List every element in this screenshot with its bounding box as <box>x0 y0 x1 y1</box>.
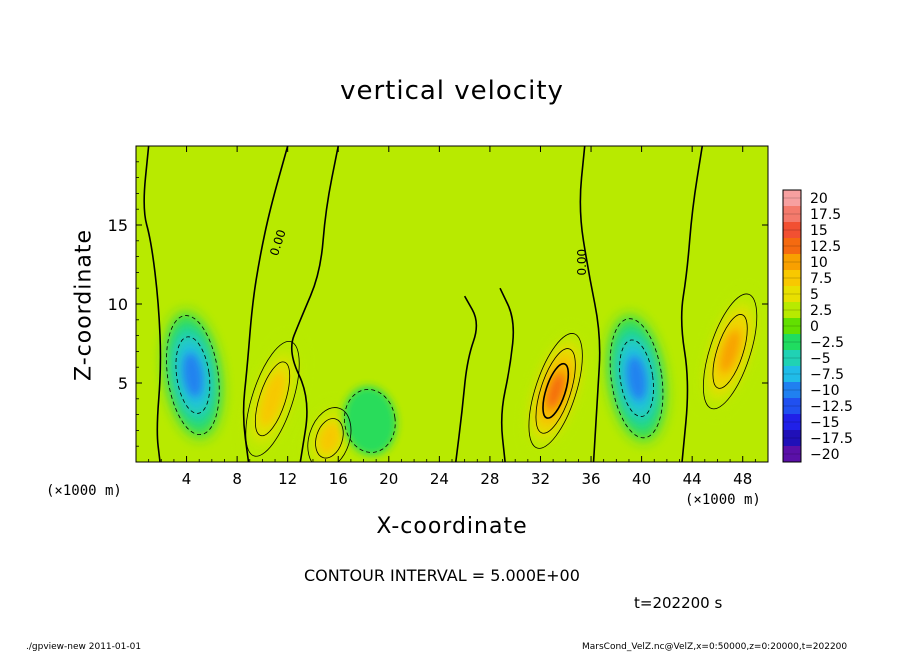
y-tick-label: 10 <box>108 295 128 314</box>
x-tick-label: 24 <box>430 470 449 488</box>
colorbar-label: −7.5 <box>810 367 844 383</box>
x-tick-label: 40 <box>632 470 651 488</box>
feature-downdraft-0 <box>165 312 221 438</box>
y-axis-label: Z-coordinate <box>71 229 97 381</box>
colorbar-segment <box>783 430 801 446</box>
colorbar-label: 7.5 <box>810 271 832 287</box>
x-tick-label: 16 <box>329 470 348 488</box>
colorbar-segment <box>783 350 801 366</box>
feature-downdraft-3 <box>343 386 397 456</box>
feature-contour <box>619 339 654 417</box>
colorbar-label: 17.5 <box>810 207 841 223</box>
colorbar-label: 10 <box>810 255 828 271</box>
field-background <box>136 146 768 462</box>
colorbar-label: −20 <box>810 447 840 463</box>
x-tick-label: 12 <box>278 470 297 488</box>
feature-level <box>319 423 340 454</box>
colorbar-label: 5 <box>810 287 819 303</box>
feature-downdraft-5 <box>608 315 665 441</box>
colorbar-segment <box>783 302 801 318</box>
feature-level <box>720 330 740 373</box>
colorbar-segment <box>783 318 801 334</box>
feature-updraft-1 <box>244 338 301 460</box>
feature-contour <box>175 336 211 414</box>
zero-contour-line <box>242 146 289 462</box>
zero-contour-line <box>454 295 478 462</box>
colorbar-segment <box>783 222 801 238</box>
colorbar-segment <box>783 446 801 462</box>
colorbar-label: 20 <box>810 191 828 207</box>
feature-contour <box>535 348 576 434</box>
time-label: t=202200 s <box>634 594 723 612</box>
colorbar-label: 12.5 <box>810 239 841 255</box>
colorbar-label: −10 <box>810 383 840 399</box>
feature-contour <box>702 293 758 410</box>
colorbar-segment <box>783 366 801 382</box>
x-tick-label: 28 <box>480 470 499 488</box>
contour-label: 0.00 <box>575 249 589 276</box>
feature-contour <box>542 362 570 419</box>
colorbar-frame <box>782 189 802 463</box>
feature-contour <box>712 314 748 389</box>
y-tick-label: 15 <box>108 216 128 235</box>
footer-program: ./gpview-new 2011-01-01 <box>26 642 142 652</box>
x-axis-label: X-coordinate <box>376 514 528 539</box>
feature-level <box>343 386 397 456</box>
feature-contour <box>254 361 291 437</box>
zero-contour-line <box>290 146 340 462</box>
colorbar-segment <box>783 382 801 398</box>
colorbar-segment <box>783 334 801 350</box>
zero-contour-line <box>680 146 704 462</box>
colorbar-label: 2.5 <box>810 303 832 319</box>
feature-level <box>547 373 564 409</box>
colorbar-segment <box>783 398 801 414</box>
colorbar-label: −15 <box>810 415 840 431</box>
colorbar-segment <box>783 254 801 270</box>
feature-contour <box>307 407 352 462</box>
x-unit-right: (×1000 m) <box>685 492 761 508</box>
y-tick-label: 5 <box>118 374 128 393</box>
feature-level <box>626 356 647 401</box>
feature-contour <box>344 389 396 453</box>
x-unit-left: (×1000 m) <box>46 483 122 499</box>
colorbar-label: −17.5 <box>810 431 853 447</box>
colorbar-label: 15 <box>810 223 828 239</box>
zero-contour-line <box>143 146 162 462</box>
x-tick-label: 20 <box>379 470 398 488</box>
feature-contour <box>528 333 583 449</box>
colorbar-segment <box>783 190 801 206</box>
x-tick-label: 8 <box>232 470 242 488</box>
colorbar-segment <box>783 286 801 302</box>
feature-contour <box>166 315 220 436</box>
x-tick-label: 44 <box>683 470 702 488</box>
colorbar-segment <box>783 238 801 254</box>
colorbar-label: −5 <box>810 351 831 367</box>
zero-contour-line <box>579 146 601 462</box>
colorbar-label: −2.5 <box>810 335 844 351</box>
chart-title: vertical velocity <box>340 76 564 106</box>
footer-source: MarsCond_VelZ.nc@VelZ,x=0:50000,z=0:2000… <box>582 642 848 652</box>
zero-contour-line <box>499 287 515 462</box>
x-tick-label: 36 <box>581 470 600 488</box>
feature-level <box>183 353 203 397</box>
x-tick-label: 48 <box>733 470 752 488</box>
feature-contour <box>315 418 344 459</box>
contour-interval-note: CONTOUR INTERVAL = 5.000E+00 <box>304 566 580 585</box>
colorbar-label: 0 <box>810 319 819 335</box>
x-tick-label: 4 <box>182 470 192 488</box>
feature-updraft-6 <box>701 290 759 412</box>
colorbar-segment <box>783 414 801 430</box>
colorbar-label: −12.5 <box>810 399 853 415</box>
colorbar-segment <box>783 270 801 286</box>
x-tick-label: 32 <box>531 470 550 488</box>
feature-level <box>259 371 286 426</box>
feature-contour <box>245 340 300 457</box>
colorbar-segment <box>783 206 801 222</box>
